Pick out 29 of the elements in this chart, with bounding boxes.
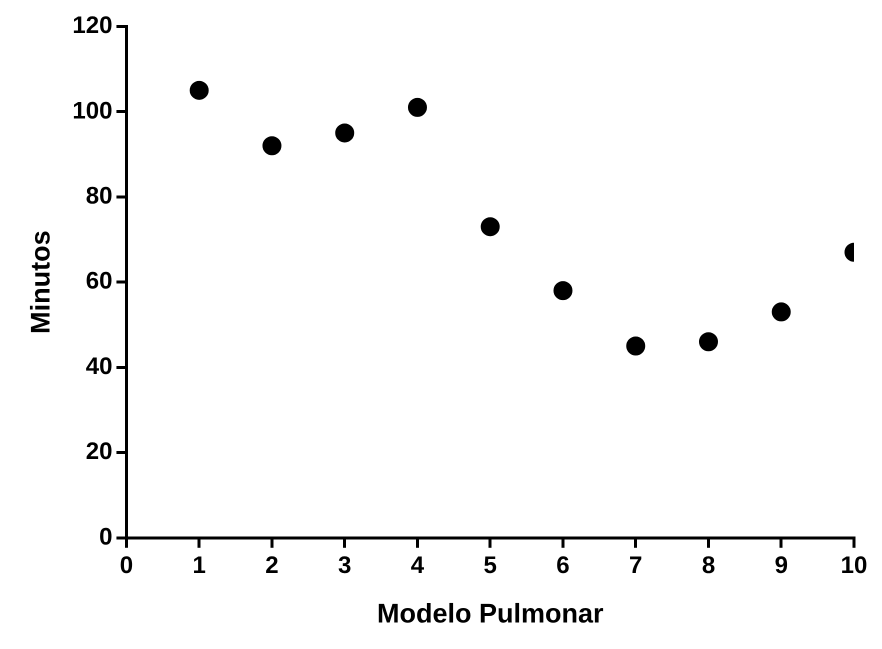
y-tick-label: 120 — [72, 12, 112, 40]
y-axis-title: Minutos — [26, 230, 56, 334]
x-tick-label: 1 — [192, 552, 206, 579]
point — [698, 332, 718, 352]
point — [772, 302, 791, 322]
x-tick-label: 0 — [120, 552, 134, 579]
point — [262, 136, 282, 156]
x-tick-label: 3 — [338, 552, 352, 579]
y-tick-label: 0 — [99, 523, 112, 550]
x-tick-label: 10 — [840, 552, 868, 579]
point — [626, 336, 646, 356]
y-tick-label: 100 — [72, 97, 112, 124]
x-axis-title: Modelo Pulmonar — [376, 598, 604, 628]
x-tick-label: 8 — [702, 552, 716, 579]
y-tick-label: 80 — [86, 182, 112, 210]
y-tick-label: 20 — [86, 438, 112, 466]
point — [335, 123, 354, 142]
x-tick-label: 6 — [556, 552, 570, 579]
x-tick-label: 2 — [265, 552, 279, 579]
point — [408, 98, 427, 117]
point — [553, 281, 572, 300]
point — [190, 80, 209, 100]
x-tick-label: 9 — [774, 552, 788, 579]
x-tick-label: 7 — [629, 552, 642, 579]
x-tick-label: 4 — [410, 552, 425, 579]
x-tick-label: 5 — [484, 552, 497, 579]
y-tick-label: 60 — [86, 268, 112, 295]
point — [480, 217, 500, 236]
y-tick-label: 40 — [86, 352, 112, 380]
